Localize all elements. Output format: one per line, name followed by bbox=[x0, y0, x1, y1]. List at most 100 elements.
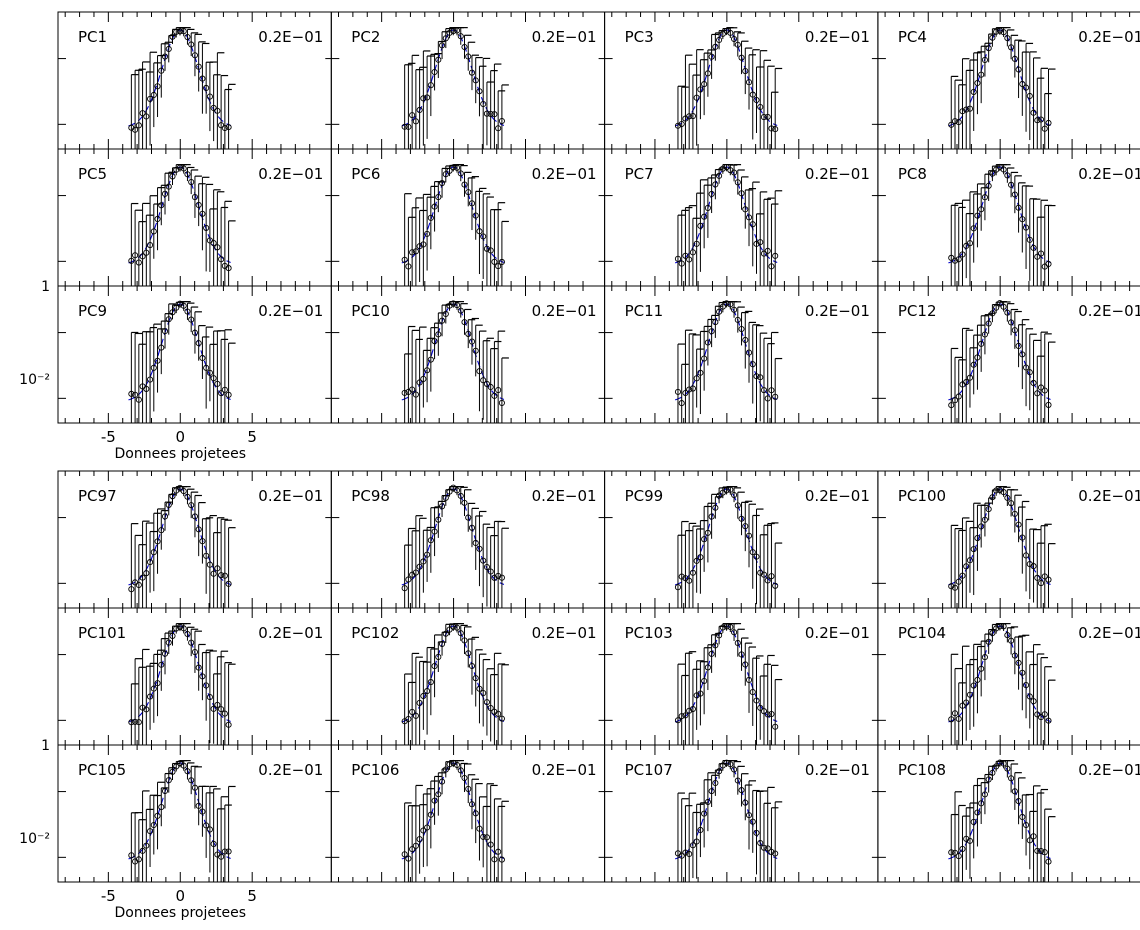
data-point bbox=[686, 707, 693, 714]
data-point bbox=[985, 182, 992, 189]
data-point bbox=[764, 577, 771, 584]
panel-label: PC105 bbox=[78, 761, 126, 779]
data-point bbox=[993, 304, 1000, 311]
data-point bbox=[1011, 788, 1018, 795]
data-point bbox=[457, 307, 464, 314]
data-point bbox=[719, 30, 726, 37]
data-point bbox=[1034, 253, 1041, 260]
data-point bbox=[132, 391, 139, 398]
data-point bbox=[1030, 379, 1037, 387]
data-point bbox=[203, 682, 210, 689]
data-point bbox=[401, 851, 408, 858]
data-point bbox=[981, 194, 988, 201]
data-point bbox=[468, 200, 476, 207]
data-point bbox=[697, 222, 704, 229]
data-point bbox=[1026, 236, 1033, 243]
data-point bbox=[1041, 849, 1048, 856]
data-point bbox=[948, 583, 955, 590]
data-point bbox=[1037, 250, 1045, 257]
data-point bbox=[139, 253, 146, 260]
data-point bbox=[184, 171, 191, 178]
data-point bbox=[1034, 390, 1041, 397]
data-point bbox=[483, 380, 490, 387]
data-point bbox=[173, 625, 180, 632]
data-point bbox=[1015, 798, 1022, 805]
data-point bbox=[128, 257, 135, 264]
block-container: PC1 0.2E−01 PC2 0.2E−01 PC3 0.2E−01 PC4 0.2E−01… bbox=[19, 11, 1140, 921]
data-point bbox=[772, 850, 779, 857]
data-point bbox=[1004, 35, 1011, 42]
data-point bbox=[701, 81, 708, 88]
data-point bbox=[195, 201, 202, 208]
data-point bbox=[742, 799, 749, 806]
panel: PC107 0.2E−01 bbox=[604, 744, 879, 883]
data-point bbox=[439, 42, 446, 49]
data-point bbox=[772, 393, 779, 400]
data-point bbox=[483, 110, 490, 117]
data-point bbox=[188, 502, 195, 509]
data-point bbox=[461, 43, 468, 51]
data-point bbox=[948, 849, 955, 856]
data-point bbox=[731, 306, 738, 313]
data-point bbox=[461, 637, 468, 644]
data-point bbox=[461, 181, 468, 188]
panel-label: PC97 bbox=[78, 487, 117, 505]
data-point bbox=[1004, 172, 1011, 179]
data-point bbox=[147, 693, 154, 700]
data-point bbox=[712, 181, 719, 188]
data-point bbox=[674, 717, 682, 724]
panel-scale-label: 0.2E−01 bbox=[532, 28, 597, 46]
data-point bbox=[701, 536, 708, 543]
model-curve bbox=[674, 303, 778, 401]
data-point bbox=[742, 661, 749, 668]
data-point bbox=[487, 841, 494, 848]
data-point bbox=[483, 245, 490, 252]
data-point bbox=[963, 563, 970, 570]
data-point bbox=[963, 699, 970, 706]
data-point bbox=[424, 367, 431, 374]
data-point bbox=[420, 692, 427, 700]
data-point bbox=[439, 640, 446, 648]
data-point bbox=[199, 538, 206, 545]
data-point bbox=[450, 623, 457, 630]
data-point bbox=[158, 202, 165, 209]
data-point bbox=[412, 248, 419, 255]
data-point bbox=[1000, 303, 1007, 310]
data-point bbox=[689, 113, 696, 120]
data-point bbox=[719, 165, 726, 172]
data-point bbox=[210, 705, 217, 712]
data-point bbox=[176, 623, 184, 630]
data-point bbox=[195, 526, 202, 533]
data-point bbox=[169, 309, 176, 316]
panel-scale-label: 0.2E−01 bbox=[532, 302, 597, 320]
data-point bbox=[132, 126, 139, 133]
data-point bbox=[966, 240, 974, 247]
data-point bbox=[480, 100, 487, 108]
data-point bbox=[970, 88, 977, 95]
panel: PC106 0.2E−01 bbox=[330, 744, 606, 883]
data-point bbox=[420, 375, 427, 382]
data-point bbox=[143, 249, 150, 256]
data-point bbox=[165, 183, 172, 190]
panel: PC102 0.2E−01 bbox=[330, 607, 606, 746]
data-point bbox=[495, 848, 502, 855]
x-axis-label: Donnees projetees bbox=[115, 446, 246, 462]
data-point bbox=[173, 28, 180, 35]
data-point bbox=[981, 654, 988, 661]
panel-label: PC3 bbox=[625, 28, 654, 46]
data-point bbox=[704, 664, 711, 671]
panel-label: PC103 bbox=[625, 624, 673, 642]
data-point bbox=[974, 809, 981, 816]
data-point bbox=[161, 53, 169, 60]
data-point bbox=[981, 516, 988, 523]
data-point bbox=[697, 690, 704, 697]
data-point bbox=[955, 578, 962, 585]
data-point bbox=[498, 574, 505, 581]
data-point bbox=[442, 766, 449, 773]
data-point bbox=[734, 777, 741, 784]
data-point bbox=[772, 723, 779, 730]
x-tick-label: -5 bbox=[101, 887, 116, 905]
model-curve bbox=[674, 29, 778, 127]
y-tick-label: 1 bbox=[41, 738, 50, 754]
data-point bbox=[221, 848, 228, 855]
